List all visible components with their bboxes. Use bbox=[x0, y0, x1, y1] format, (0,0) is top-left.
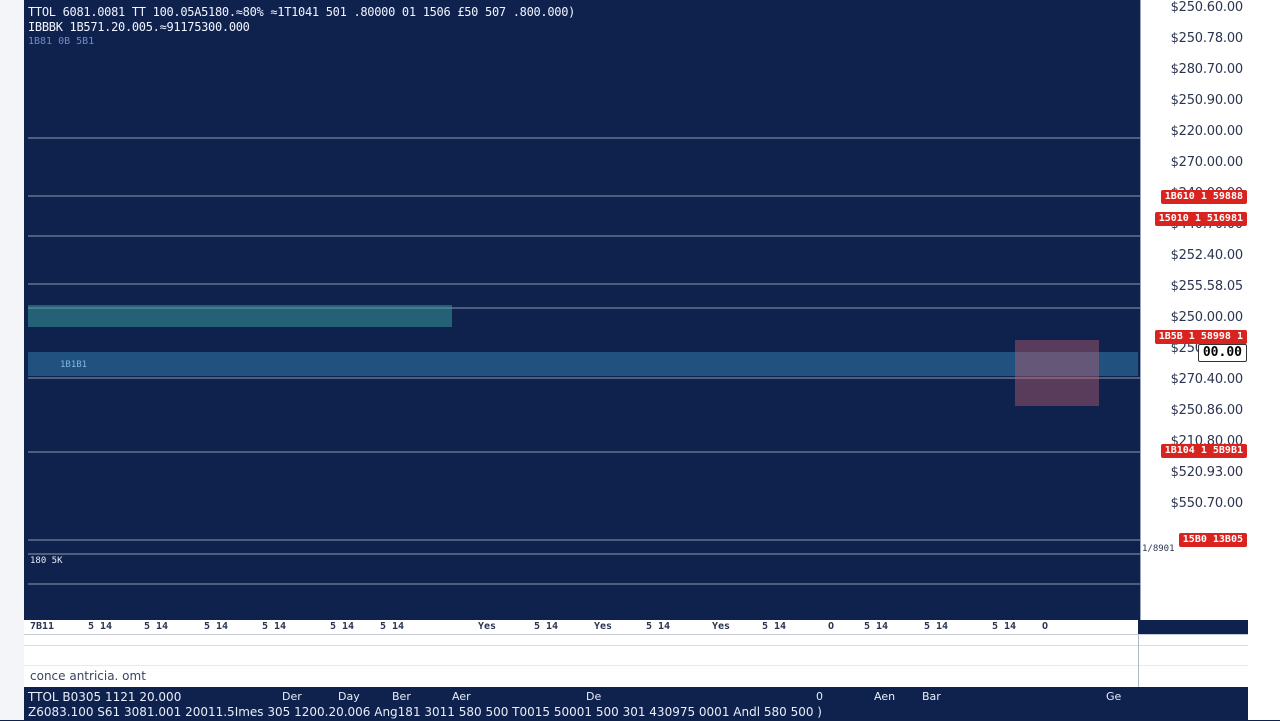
footer-status-bar: TTOL B0305 1121 20.000 Z6083.100 S61 308… bbox=[24, 687, 1248, 721]
footer-time-label: Aen bbox=[874, 690, 896, 703]
header-line-2: IBBBK 1B571.20.005.≈91175300.000 bbox=[28, 20, 250, 34]
price-tick-label: $550.70.00 bbox=[1170, 496, 1244, 511]
price-tick-label: $250.60.00 bbox=[1170, 0, 1244, 15]
footer-divider-line bbox=[24, 645, 1248, 646]
time-tick-label: Yes bbox=[712, 621, 731, 632]
footer-vertical-divider bbox=[1138, 635, 1139, 693]
highlight-box bbox=[1015, 340, 1099, 406]
price-level-tag: 1B104 1 5B9B1 bbox=[1160, 444, 1247, 458]
time-tick-label: 5 14 bbox=[330, 621, 355, 632]
price-tick-label: $250.90.00 bbox=[1170, 93, 1244, 108]
footer-status-line-1: TTOL B0305 1121 20.000 bbox=[28, 690, 182, 704]
header-line-1: TTOL 6081.0081 TT 100.05A5180.≈80% ≈1T10… bbox=[28, 5, 576, 19]
price-level-tag: 15B0 13B05 bbox=[1178, 533, 1247, 547]
time-tick-label: 5 14 bbox=[88, 621, 113, 632]
footer-time-label: 0 bbox=[816, 690, 823, 703]
price-tick-label: $252.40.00 bbox=[1170, 248, 1244, 263]
footer-time-label: Ge bbox=[1106, 690, 1122, 703]
highlight-band-blue bbox=[28, 352, 1138, 376]
price-tick-label: $255.58.05 bbox=[1170, 279, 1244, 294]
footer-time-label: Der bbox=[282, 690, 302, 703]
footer-divider-line bbox=[24, 665, 1248, 666]
time-tick-label: Yes bbox=[594, 621, 613, 632]
volume-label: 180 5K bbox=[30, 556, 63, 566]
time-tick-label: O bbox=[828, 621, 835, 632]
footer-time-label: Ber bbox=[392, 690, 411, 703]
price-level-tag: 15010 1 516981 bbox=[1154, 212, 1247, 226]
time-tick-label: 5 14 bbox=[992, 621, 1017, 632]
footer-note: conce antricia. omt bbox=[30, 669, 146, 683]
footer-time-label: De bbox=[586, 690, 602, 703]
price-tick-label: $220.00.00 bbox=[1170, 124, 1244, 139]
time-tick-label: O bbox=[1042, 621, 1049, 632]
left-margin-strip bbox=[0, 0, 24, 720]
time-tick-label: 5 14 bbox=[534, 621, 559, 632]
time-tick-label: 5 14 bbox=[864, 621, 889, 632]
price-axis[interactable]: $250.60.00 $250.78.00 $280.70.00 $250.90.00… bbox=[1140, 0, 1249, 620]
candlestick-chart[interactable] bbox=[0, 0, 1140, 620]
time-axis[interactable]: 7B11 5 14 5 14 5 14 5 14 5 14 5 14 Yes 5 14 Yes 5 … bbox=[24, 620, 1138, 634]
highlight-band-green bbox=[28, 305, 452, 327]
price-tick-label: $270.40.00 bbox=[1170, 372, 1244, 387]
range-label: 1B1B1 bbox=[60, 360, 88, 370]
price-tick-label: $250.78.00 bbox=[1170, 31, 1244, 46]
price-tick-label: $250.00.00 bbox=[1170, 310, 1244, 325]
header-line-3: 1B81 0B 5B1 bbox=[28, 36, 95, 47]
price-tick-label: $250.86.00 bbox=[1170, 403, 1244, 418]
time-tick-label: Yes bbox=[478, 621, 497, 632]
time-tick-label: 5 14 bbox=[646, 621, 671, 632]
footer-time-label: Bar bbox=[922, 690, 941, 703]
price-tick-label: $280.70.00 bbox=[1170, 62, 1244, 77]
footer-panel: conce antricia. omt TTOL B0305 1121 20.0… bbox=[24, 634, 1248, 721]
price-level-tag: 1B610 1 59888 bbox=[1160, 190, 1247, 204]
time-tick-label: 5 14 bbox=[924, 621, 949, 632]
price-tick-label: $520.93.00 bbox=[1170, 465, 1244, 480]
footer-time-label: Day bbox=[338, 690, 360, 703]
footer-time-label: Aer bbox=[452, 690, 471, 703]
price-tick-label: $270.00.00 bbox=[1170, 155, 1244, 170]
time-tick-label: 7B11 bbox=[30, 621, 55, 632]
time-tick-label: 5 14 bbox=[380, 621, 405, 632]
time-tick-label: 5 14 bbox=[204, 621, 229, 632]
footer-status-line-2: Z6083.100 S61 3081.001 20011.5Imes 305 1… bbox=[28, 705, 822, 719]
time-tick-label: 5 14 bbox=[762, 621, 787, 632]
volume-axis-label: 1/8901 bbox=[1142, 544, 1175, 554]
current-price-tag: 00.00 bbox=[1197, 344, 1247, 362]
right-margin-strip bbox=[1248, 0, 1280, 720]
time-tick-label: 5 14 bbox=[144, 621, 169, 632]
time-tick-label: 5 14 bbox=[262, 621, 287, 632]
price-level-tag: 1B5B 1 58998 1 bbox=[1154, 330, 1247, 344]
